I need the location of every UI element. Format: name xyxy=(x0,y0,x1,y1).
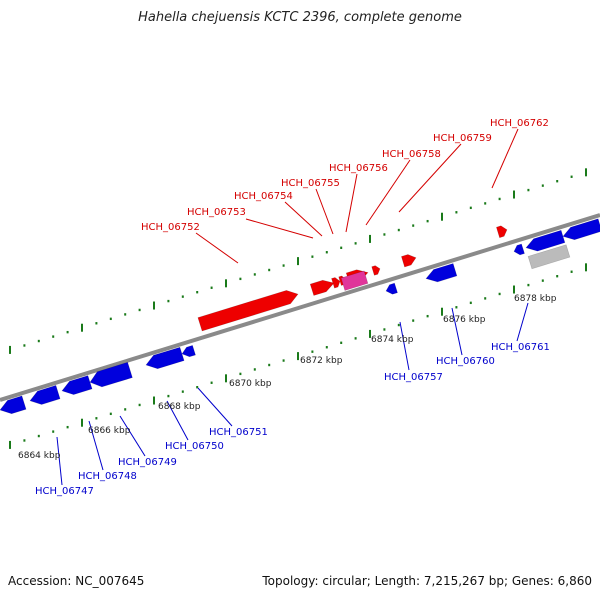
pseudogene-box xyxy=(527,244,571,270)
reverse-gene-label: HCH_06748 xyxy=(78,471,137,482)
reverse-gene-arrow xyxy=(181,345,196,358)
scale-tick-label: 6876 kbp xyxy=(443,315,486,325)
forward-gene-label: HCH_06756 xyxy=(329,163,388,174)
forward-gene-arrow xyxy=(496,225,508,239)
scale-tick-label: 6872 kbp xyxy=(300,356,343,366)
scale-tick-label: 6866 kbp xyxy=(88,426,131,436)
reverse-gene-label: HCH_06761 xyxy=(491,342,550,353)
topology-summary: Topology: circular; Length: 7,215,267 bp… xyxy=(262,574,592,588)
scale-tick-label: 6874 kbp xyxy=(371,335,414,345)
leader-line xyxy=(345,173,358,233)
reverse-gene-label: HCH_06757 xyxy=(384,372,443,383)
reverse-gene-arrow xyxy=(562,218,600,241)
forward-gene-arrow xyxy=(197,290,299,332)
forward-gene-label: HCH_06752 xyxy=(141,222,200,233)
leader-line xyxy=(119,415,146,457)
leader-line xyxy=(451,307,463,356)
genome-backbone xyxy=(0,213,600,402)
leader-line xyxy=(197,387,233,427)
forward-gene-arrow xyxy=(371,265,381,276)
leader-line xyxy=(491,128,519,189)
forward-gene-label: HCH_06755 xyxy=(281,178,340,189)
leader-line xyxy=(315,188,334,235)
leader-line xyxy=(56,436,63,486)
forward-gene-arrow xyxy=(331,277,341,289)
forward-gene-arrow xyxy=(309,279,335,296)
accession-text: Accession: NC_007645 xyxy=(8,574,145,588)
reverse-gene-arrow xyxy=(425,263,458,283)
forward-gene-label: HCH_06758 xyxy=(382,149,441,160)
reverse-gene-label: HCH_06750 xyxy=(165,441,224,452)
reverse-gene-label: HCH_06751 xyxy=(209,427,268,438)
reverse-gene-label: HCH_06760 xyxy=(436,356,495,367)
leader-line xyxy=(166,400,189,441)
reverse-gene-label: HCH_06749 xyxy=(118,457,177,468)
label-leader-lines xyxy=(56,128,529,486)
reverse-gene-arrow xyxy=(0,395,27,415)
scale-tick-label: 6878 kbp xyxy=(514,294,557,304)
forward-gene-label: HCH_06754 xyxy=(234,191,293,202)
inner-scale-ticks xyxy=(9,263,587,449)
reverse-gene-arrow xyxy=(89,361,133,388)
forward-gene-label: HCH_06762 xyxy=(490,118,549,129)
leader-line xyxy=(365,159,411,226)
reverse-gene-arrow xyxy=(385,282,398,295)
scale-tick-label: 6870 kbp xyxy=(229,379,272,389)
reverse-gene-label: HCH_06747 xyxy=(35,486,94,497)
reverse-gene-arrow xyxy=(61,375,93,395)
leader-line xyxy=(399,321,410,371)
leader-line xyxy=(88,420,104,471)
gene-track xyxy=(0,218,600,415)
scale-tick-label: 6864 kbp xyxy=(18,451,61,461)
forward-gene-label: HCH_06759 xyxy=(433,133,492,144)
map-title: Hahella chejuensis KCTC 2396, complete g… xyxy=(138,10,462,25)
leader-line xyxy=(398,143,462,213)
reverse-gene-arrow xyxy=(29,385,61,405)
reverse-gene-arrow xyxy=(145,346,185,370)
scale-tick-label: 6868 kbp xyxy=(158,402,201,412)
forward-gene-label: HCH_06753 xyxy=(187,207,246,218)
leader-line xyxy=(516,302,529,342)
rna-gene-box xyxy=(340,270,369,291)
forward-gene-arrow xyxy=(401,254,417,268)
leader-line xyxy=(284,201,323,237)
leader-line xyxy=(245,218,314,239)
outer-scale-ticks xyxy=(9,168,587,354)
gene-labels: HCH_06752 HCH_06753 HCH_06754 HCH_06755 HCH_… xyxy=(18,118,557,497)
leader-line xyxy=(195,232,239,264)
reverse-gene-arrow xyxy=(513,243,525,256)
